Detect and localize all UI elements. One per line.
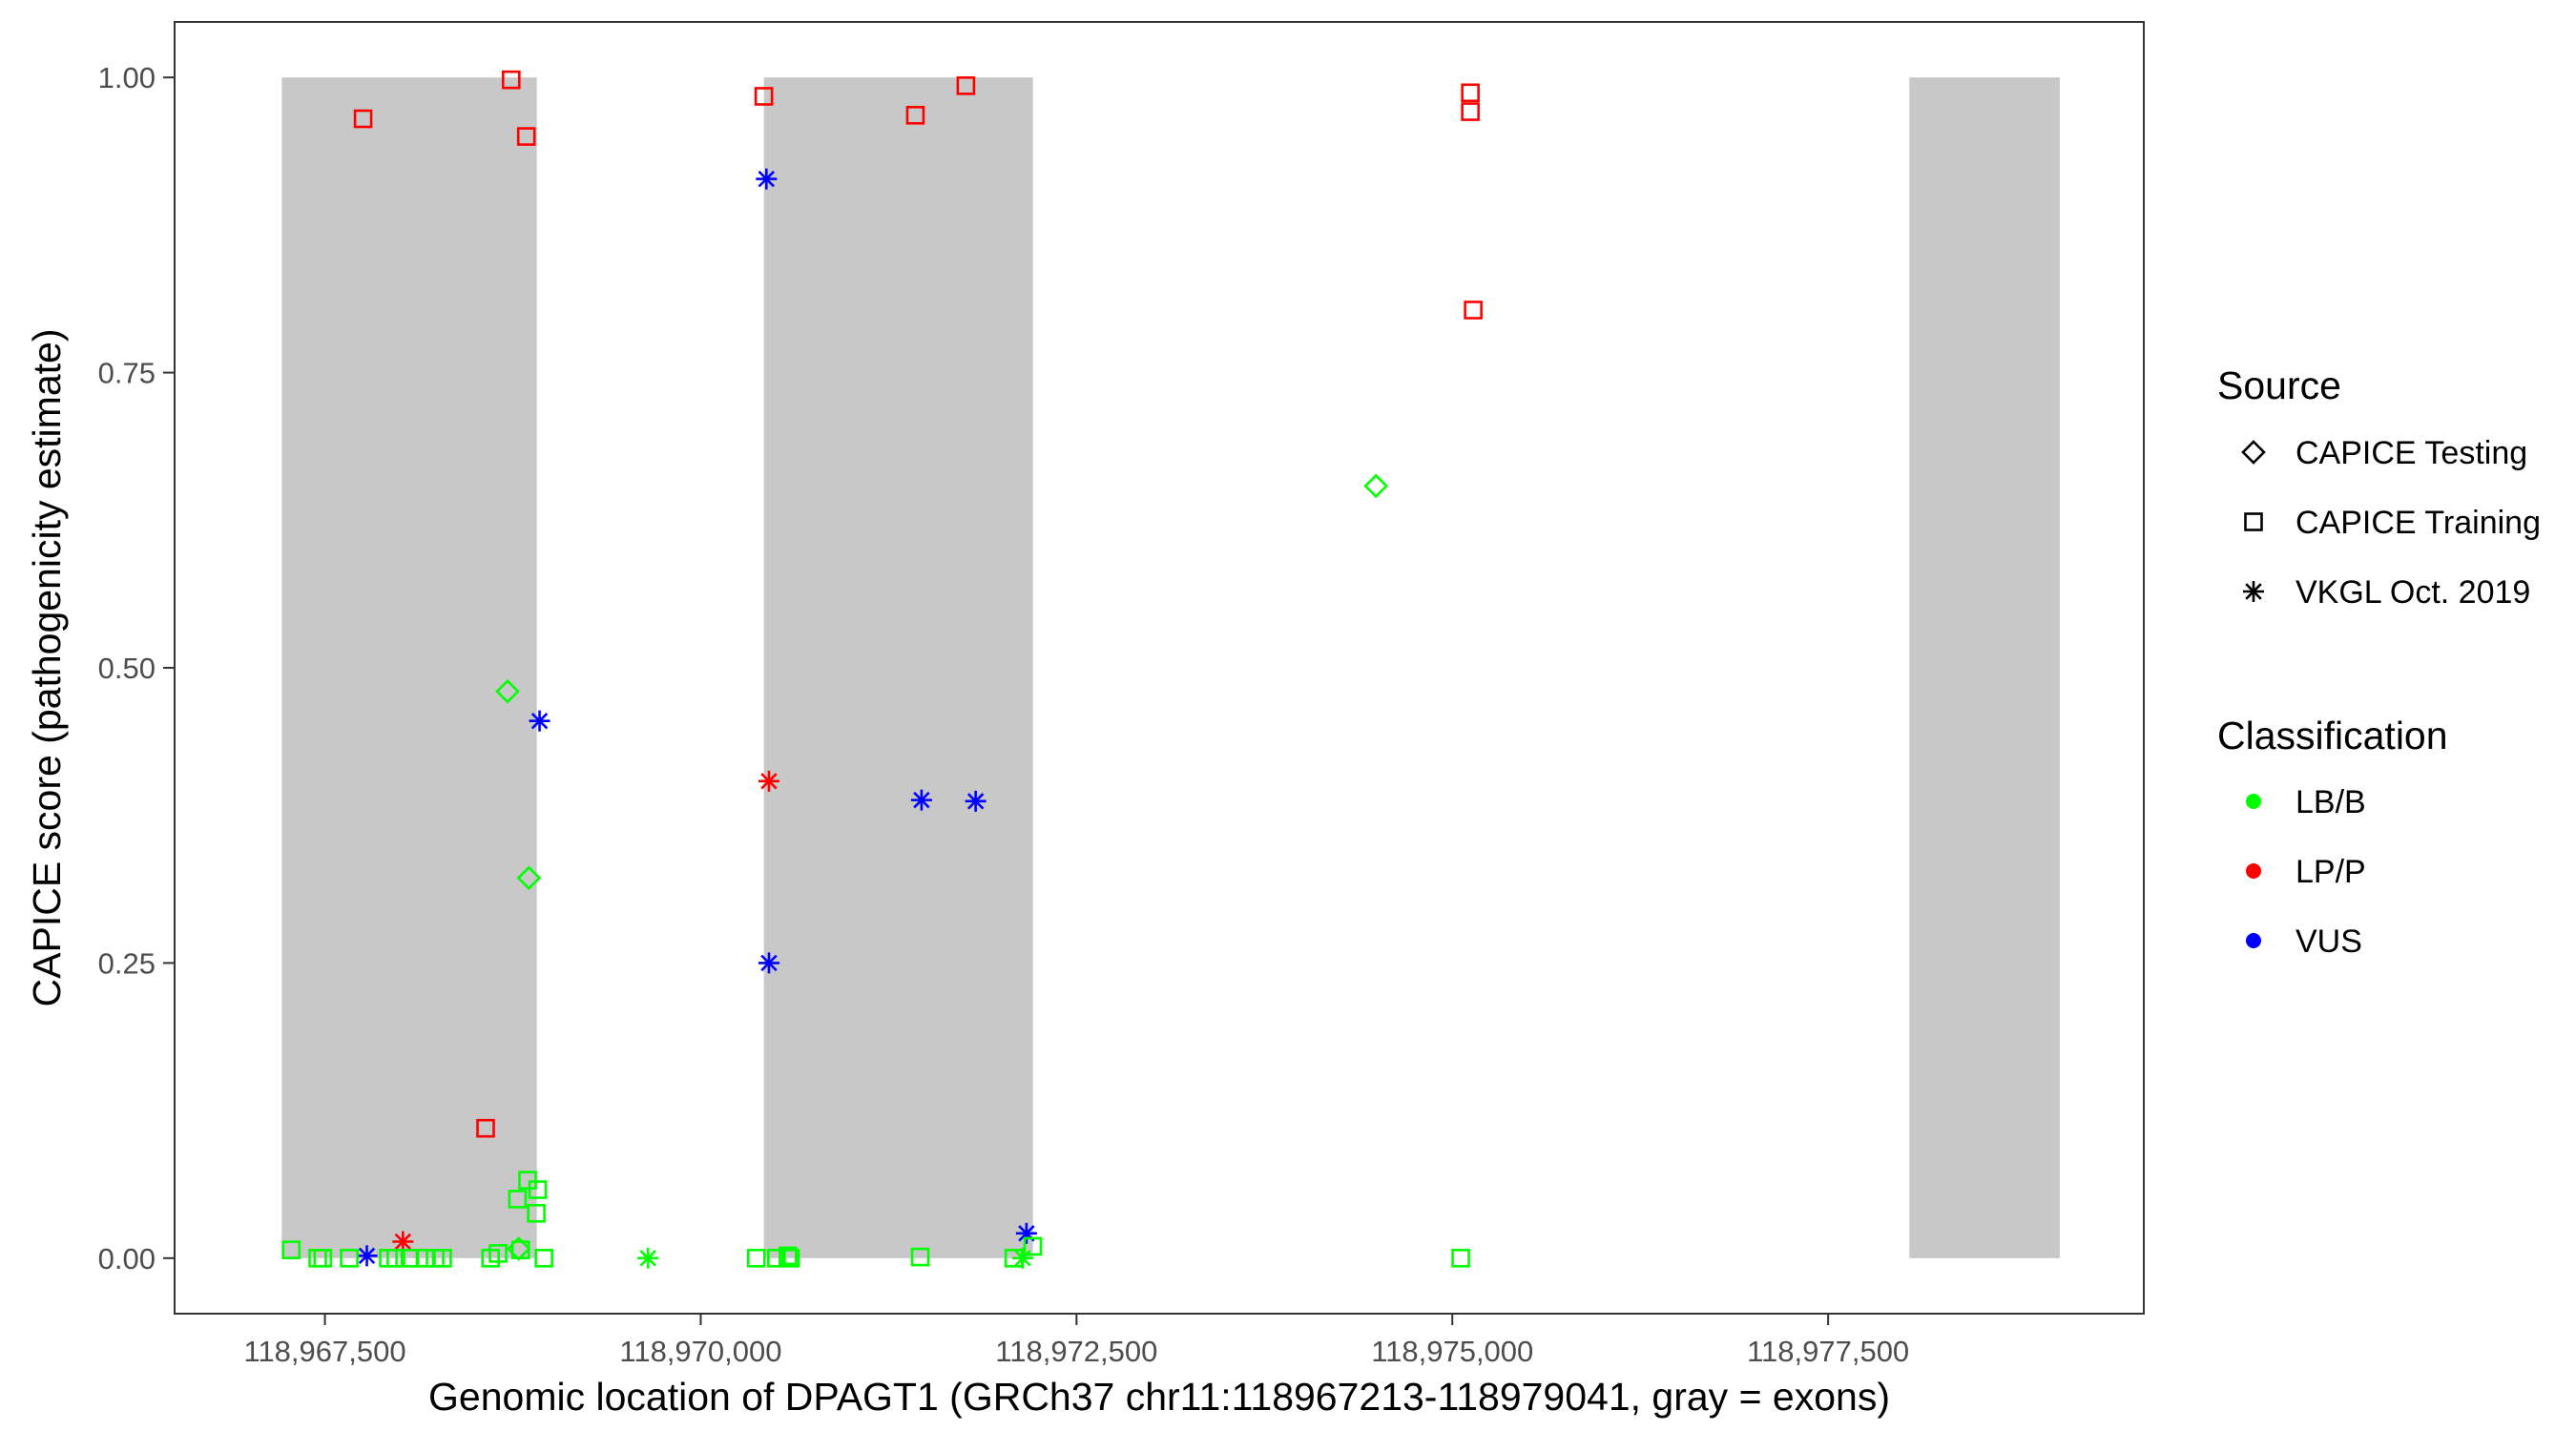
data-point (488, 1244, 508, 1263)
data-point (910, 789, 932, 811)
x-tick-label: 118,977,500 (1747, 1335, 1909, 1368)
data-point (518, 1171, 537, 1190)
data-point (415, 1249, 435, 1268)
legend-class-label: LB/B (2296, 784, 2366, 820)
data-point (1023, 1236, 1043, 1256)
data-point (353, 109, 373, 129)
x-tick-label: 118,972,500 (995, 1335, 1157, 1368)
legend-key-diamond (2241, 440, 2266, 465)
data-point (758, 952, 779, 974)
data-point (956, 76, 976, 95)
y-tick-label: 0.00 (98, 1242, 156, 1275)
data-point (516, 127, 536, 146)
legend-class-label: VUS (2296, 923, 2362, 960)
y-axis-title: CAPICE score (pathogenicity estimate) (25, 329, 69, 1007)
legend-key-dot (2246, 794, 2261, 809)
y-tick-label: 0.75 (98, 357, 156, 390)
data-point (386, 1249, 405, 1268)
data-point (392, 1231, 414, 1253)
y-axis: 0.00 0.25 0.50 0.75 1.00 (98, 61, 175, 1275)
x-axis-title: Genomic location of DPAGT1 (GRCh37 chr11… (428, 1375, 1890, 1419)
data-point (356, 1245, 378, 1267)
legend-key-dot (2246, 933, 2261, 948)
x-tick-label: 118,970,000 (619, 1335, 781, 1368)
exon-bands (281, 77, 2060, 1258)
data-points (281, 70, 1483, 1269)
legend-key-dot (2246, 863, 2261, 879)
data-point (508, 1190, 528, 1209)
data-point (1004, 1249, 1024, 1268)
data-point (433, 1249, 452, 1268)
data-point (528, 1180, 548, 1199)
data-point (1461, 102, 1480, 121)
legend-source-label: VKGL Oct. 2019 (2296, 574, 2530, 611)
data-point (1015, 1222, 1037, 1244)
legend-source-title: Source (2217, 363, 2341, 407)
legend-key-asterisk (2243, 581, 2264, 602)
data-point (495, 678, 520, 704)
data-point (501, 70, 521, 90)
data-point (1363, 473, 1389, 499)
data-point (510, 1240, 530, 1259)
exon-band (763, 77, 1033, 1258)
legend-source-label: CAPICE Testing (2296, 435, 2527, 471)
legend-source-label: CAPICE Training (2296, 505, 2541, 541)
data-point (746, 1249, 766, 1268)
data-point (1451, 1249, 1470, 1268)
data-point (476, 1118, 495, 1138)
data-point (637, 1247, 659, 1269)
data-point (965, 790, 987, 812)
exon-band (1909, 77, 2060, 1258)
legend: Source Classification CAPICE Testing CAPI… (2217, 363, 2541, 960)
data-point (1461, 83, 1480, 103)
data-point (527, 1203, 546, 1223)
data-point (534, 1249, 553, 1268)
data-point (313, 1249, 333, 1268)
data-point (905, 105, 925, 125)
data-point (758, 770, 779, 792)
legend-classification-title: Classification (2217, 714, 2448, 757)
data-point (756, 168, 778, 190)
data-point (767, 1249, 786, 1268)
data-point (780, 1249, 800, 1268)
x-tick-label: 118,975,000 (1371, 1335, 1533, 1368)
x-axis: 118,967,500 118,970,000 118,972,500 118,975… (244, 1314, 1909, 1368)
data-point (340, 1249, 359, 1268)
data-point (529, 710, 551, 732)
legend-key-square (2244, 512, 2263, 531)
data-point (281, 1240, 301, 1259)
data-point (910, 1247, 930, 1267)
data-point (516, 865, 542, 891)
data-point (1464, 301, 1483, 320)
y-tick-label: 0.25 (98, 946, 156, 980)
exon-band (281, 77, 537, 1258)
data-point (779, 1246, 798, 1266)
y-tick-label: 1.00 (98, 61, 156, 94)
legend-class-label: LP/P (2296, 854, 2366, 890)
data-point (754, 87, 774, 106)
x-tick-label: 118,967,500 (244, 1335, 406, 1368)
y-tick-label: 0.50 (98, 652, 156, 685)
